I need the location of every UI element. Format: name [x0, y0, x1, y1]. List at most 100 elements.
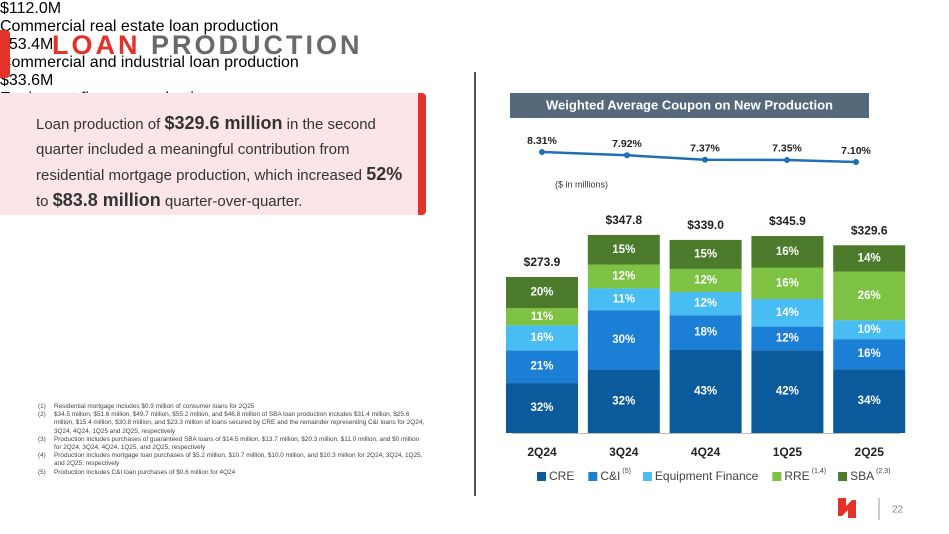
footnote-marker: (2)	[38, 411, 46, 419]
bar-segment	[669, 239, 742, 269]
metric: $112.0M Commercial real estate loan produ…	[0, 0, 949, 36]
x-tick-label: 4Q24	[691, 445, 721, 459]
bar-segment	[833, 369, 906, 433]
metric: $53.4M Commercial and industrial loan pro…	[0, 36, 949, 72]
legend-swatch	[772, 472, 782, 481]
bar-segment	[833, 320, 906, 340]
segment-label: 26%	[858, 290, 881, 302]
coupon-point	[784, 156, 790, 163]
summary-run: 52%	[366, 164, 403, 184]
bar-segment	[751, 350, 824, 433]
segment-label: 16%	[530, 332, 553, 344]
coupon-point	[624, 152, 630, 159]
metric-value: $33.6M	[0, 72, 54, 89]
summary-run: quarter-over-quarter.	[160, 193, 303, 210]
segment-label: 32%	[530, 402, 553, 414]
bar-segment	[506, 383, 578, 433]
bar-segment	[751, 299, 824, 327]
segment-label: 16%	[776, 246, 799, 258]
summary-run: to	[36, 193, 53, 210]
summary-edge	[418, 93, 426, 215]
legend-label: Equipment Finance	[655, 469, 759, 483]
segment-label: 12%	[694, 298, 717, 310]
page-number: 22	[892, 505, 904, 516]
footnote-marker: (1)	[38, 403, 46, 410]
accent-tab	[0, 30, 10, 78]
footnote: (4) Production includes mortgage loan pur…	[38, 452, 428, 468]
legend-swatch	[537, 472, 546, 481]
segment-label: 32%	[612, 395, 635, 407]
summary-run: Loan production of	[36, 116, 165, 133]
segment-label: 11%	[531, 311, 553, 323]
segment-label: 11%	[613, 293, 635, 305]
segment-label: 30%	[612, 334, 635, 346]
segment-label: 18%	[694, 327, 717, 339]
x-tick-label: 3Q24	[609, 445, 639, 459]
bar-segment	[506, 350, 578, 384]
footnote: (2) $34.5 million, $51.6 million, $49.7 m…	[38, 411, 428, 436]
footnote-text: Production includes C&I loan purchases o…	[54, 468, 236, 476]
title-accent: LOAN	[52, 30, 141, 60]
segment-label: 34%	[858, 395, 881, 407]
bar-segment	[587, 369, 660, 433]
metric-value: $112.0M	[0, 0, 62, 17]
bar-segment	[751, 235, 824, 268]
segment-label: 10%	[858, 324, 881, 336]
bar-segment	[833, 271, 906, 321]
bar-segment	[669, 268, 742, 293]
bar-segment	[833, 245, 906, 272]
coupon-point	[539, 149, 545, 155]
footnote-marker: (3)	[38, 435, 46, 443]
segment-label: 14%	[858, 252, 881, 264]
segment-label: 12%	[776, 332, 799, 344]
total-label: $273.9	[524, 255, 561, 269]
x-tick-label: 2Q24	[527, 445, 557, 459]
footnote-text: Production includes purchases of guarant…	[54, 435, 420, 452]
chart-subtitle: ($ in millions)	[555, 179, 608, 189]
segment-label: 15%	[612, 244, 635, 256]
segment-label: 21%	[530, 361, 553, 373]
legend-label: CRE	[549, 469, 574, 483]
coupon-label: 7.10%	[841, 145, 871, 157]
logo	[838, 498, 856, 518]
coupon-point	[853, 159, 859, 166]
segment-label: 42%	[776, 386, 799, 398]
footnote: (5) Production includes C&I loan purchase…	[38, 469, 428, 477]
segment-label: 16%	[776, 277, 799, 289]
coupon-label: 7.37%	[690, 143, 720, 155]
legend-swatch	[588, 472, 598, 481]
footnote-text: $34.5 million, $51.6 million, $49.7 mill…	[54, 411, 425, 435]
segment-label: 12%	[612, 271, 635, 283]
bar-segment	[751, 326, 824, 351]
bar-segment	[506, 325, 578, 351]
legend-note: (5)	[622, 468, 631, 475]
bar-segment	[669, 292, 742, 316]
footnote: (3) Production includes purchases of guar…	[38, 436, 428, 452]
bar-segment	[833, 339, 906, 370]
x-tick-label: 1Q25	[773, 445, 803, 459]
footnotes: (1) Residential mortgage includes $0.9 mi…	[38, 403, 428, 477]
coupon-label: 7.35%	[772, 143, 802, 155]
coupon-label: 7.92%	[612, 138, 642, 150]
total-label: $329.6	[851, 223, 888, 237]
legend-label: C&I	[600, 469, 620, 483]
footnote-marker: (4)	[38, 452, 46, 460]
summary-text: Loan production of $329.6 million in the…	[36, 111, 411, 214]
legend-label: RRE	[784, 469, 809, 483]
summary-run: $83.8 million	[52, 190, 161, 210]
bar-segment	[506, 308, 578, 326]
bar-segment	[506, 277, 578, 309]
summary-run: $329.6 million	[164, 113, 283, 133]
chart-title-bar	[510, 93, 869, 118]
bar-segment	[751, 267, 824, 300]
total-label: $345.9	[769, 214, 806, 228]
summary-box: Loan production of $329.6 million in the…	[0, 93, 426, 215]
coupon-label: 8.31%	[527, 135, 557, 147]
divider	[474, 72, 476, 496]
bar-segment	[587, 310, 660, 370]
bar-segment	[669, 349, 742, 433]
bar-segment	[669, 315, 742, 350]
metric-label-text: Commercial real estate loan production	[0, 18, 279, 35]
